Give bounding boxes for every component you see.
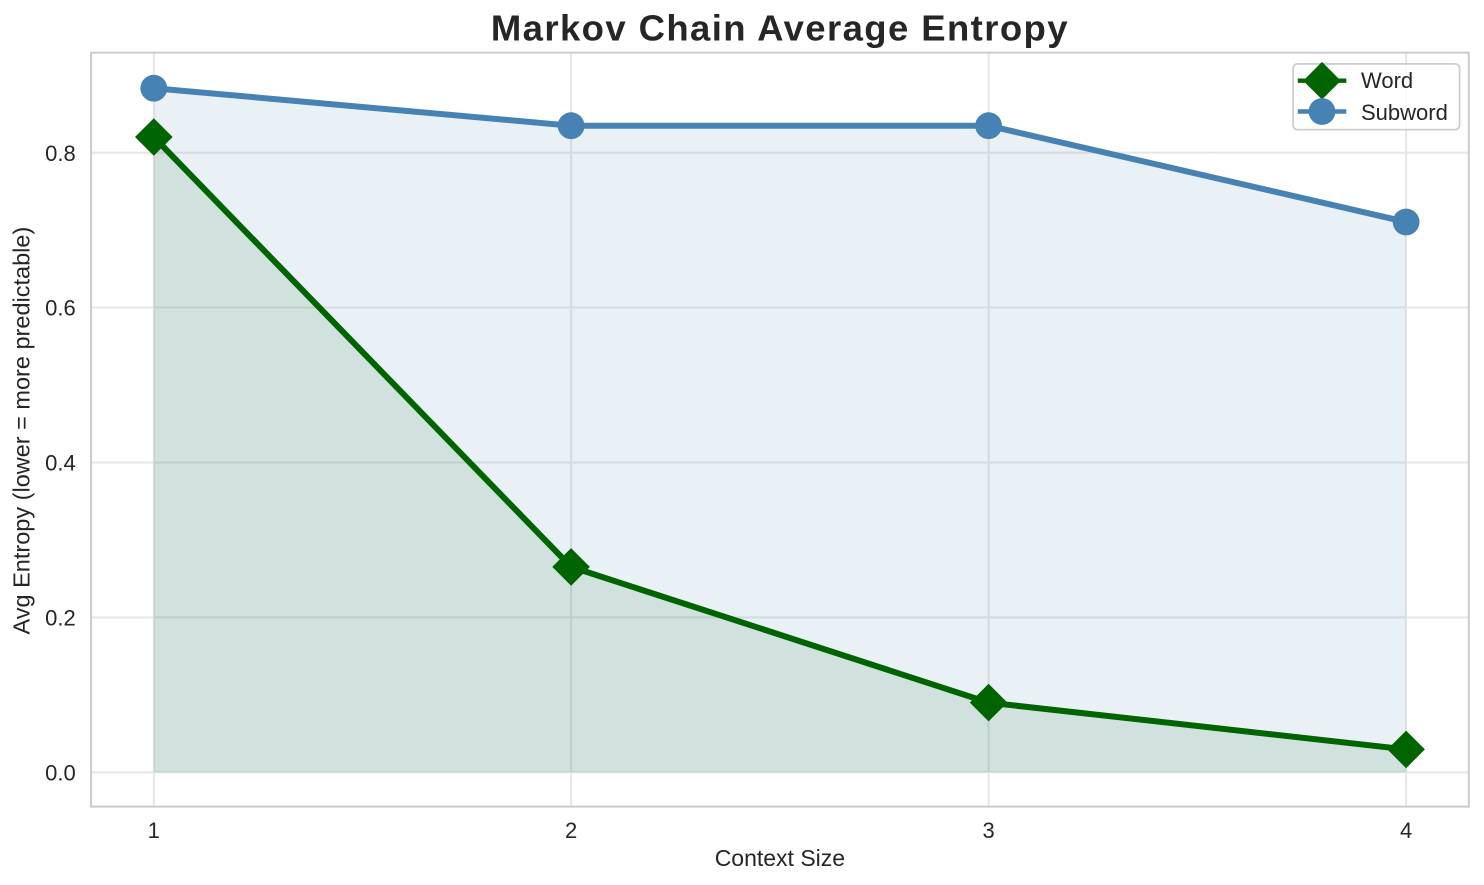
svg-text:0.4: 0.4	[45, 451, 76, 476]
svg-text:Avg Entropy (lower = more pred: Avg Entropy (lower = more predictable)	[8, 227, 34, 635]
svg-text:Subword: Subword	[1361, 100, 1448, 125]
svg-text:0.2: 0.2	[45, 606, 76, 631]
svg-text:0.6: 0.6	[45, 296, 76, 321]
svg-text:Word: Word	[1361, 68, 1413, 93]
svg-text:0.8: 0.8	[45, 141, 76, 166]
svg-text:1: 1	[148, 818, 160, 843]
svg-text:2: 2	[565, 818, 577, 843]
svg-text:0.0: 0.0	[45, 760, 76, 785]
svg-text:4: 4	[1400, 818, 1412, 843]
svg-text:Markov Chain Average Entropy: Markov Chain Average Entropy	[491, 7, 1069, 48]
svg-text:3: 3	[982, 818, 994, 843]
svg-text:Context Size: Context Size	[715, 845, 845, 871]
